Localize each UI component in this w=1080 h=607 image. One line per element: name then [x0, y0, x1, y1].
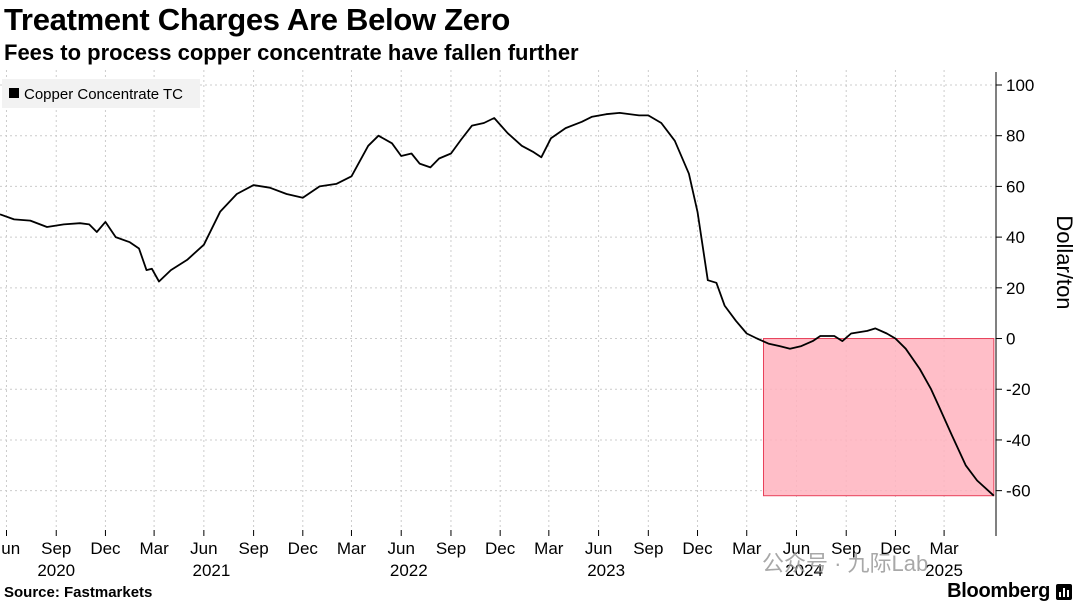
x-tick-label: Dec — [880, 539, 911, 558]
y-axis-title: Dollar/ton — [1052, 215, 1077, 309]
y-tick-label: 40 — [1006, 228, 1025, 247]
y-tick-label: 60 — [1006, 177, 1025, 196]
x-tick-label: Jun — [783, 539, 810, 558]
series-line — [0, 112, 995, 497]
x-tick-label: Sep — [238, 539, 268, 558]
x-tick-label: Dec — [682, 539, 713, 558]
x-tick-label: Mar — [337, 539, 367, 558]
chart-title: Treatment Charges Are Below Zero — [4, 2, 511, 37]
y-tick-label: -60 — [1006, 482, 1031, 501]
x-tick-label: Jun — [0, 539, 20, 558]
x-tick-label: Jun — [585, 539, 612, 558]
x-year-label: 2021 — [193, 561, 231, 580]
highlight-region — [762, 338, 995, 497]
x-tick-label: Mar — [929, 539, 959, 558]
x-tick-label: Jun — [388, 539, 415, 558]
chart-subtitle: Fees to process copper concentrate have … — [4, 40, 579, 65]
x-tick-label: Jun — [190, 539, 217, 558]
legend-label: Copper Concentrate TC — [24, 86, 183, 103]
y-tick-label: 100 — [1006, 76, 1034, 95]
y-tick-label: 80 — [1006, 127, 1025, 146]
x-tick-label: Dec — [485, 539, 516, 558]
x-tick-label: Sep — [831, 539, 861, 558]
x-tick-label: Dec — [90, 539, 121, 558]
x-year-label: 2025 — [925, 561, 963, 580]
bloomberg-bars-icon — [1056, 584, 1072, 600]
x-tick-label: Dec — [288, 539, 319, 558]
watermark-text: 公众号 · 九际Lab — [762, 551, 929, 576]
x-year-label: 2020 — [37, 561, 75, 580]
x-tick-label: Mar — [139, 539, 169, 558]
x-year-label: 2022 — [390, 561, 428, 580]
x-tick-label: Sep — [633, 539, 663, 558]
y-tick-label: 20 — [1006, 279, 1025, 298]
x-tick-label: Mar — [534, 539, 564, 558]
source-note: Source: Fastmarkets — [4, 584, 153, 601]
legend-swatch — [9, 88, 19, 98]
y-tick-label: 0 — [1006, 330, 1015, 349]
legend-box — [2, 79, 200, 108]
y-tick-label: -40 — [1006, 431, 1031, 450]
y-tick-label: -20 — [1006, 380, 1031, 399]
brand-logo: Bloomberg — [947, 580, 1050, 602]
x-year-label: 2024 — [785, 561, 823, 580]
x-tick-label: Mar — [732, 539, 762, 558]
x-tick-label: Sep — [41, 539, 71, 558]
x-year-label: 2023 — [587, 561, 625, 580]
x-tick-label: Sep — [436, 539, 466, 558]
